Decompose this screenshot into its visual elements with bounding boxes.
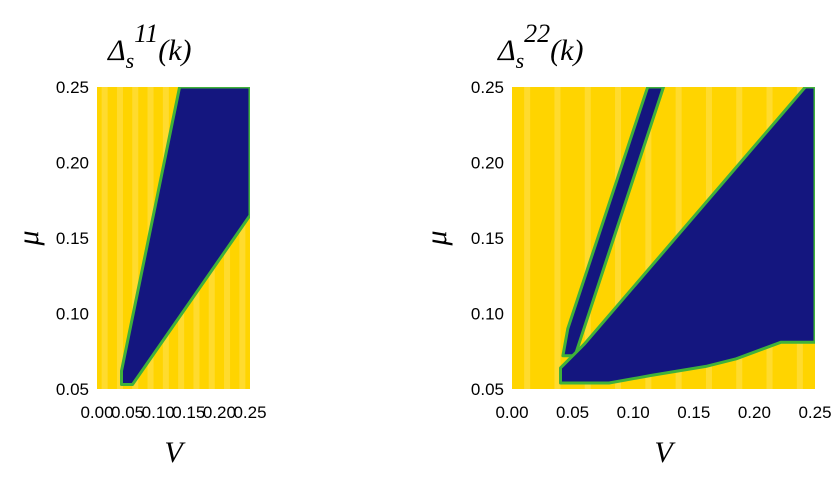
x-tick-label: 0.05 — [556, 403, 589, 422]
x-tick-label: 0.10 — [617, 403, 650, 422]
shade-band — [239, 87, 246, 389]
x-tick-label: 0.15 — [677, 403, 710, 422]
x-axis-label: V — [164, 436, 186, 469]
y-tick-label: 0.25 — [471, 78, 504, 97]
shade-band — [554, 87, 561, 389]
x-tick-label: 0.20 — [738, 403, 771, 422]
chart-title: Δs11(k) — [107, 19, 192, 73]
shade-band — [116, 87, 123, 389]
x-tick-label: 0.25 — [798, 403, 831, 422]
y-tick-label: 0.10 — [471, 305, 504, 324]
y-tick-label: 0.15 — [56, 229, 89, 248]
regions — [120, 87, 250, 386]
y-tick-label: 0.25 — [56, 78, 89, 97]
x-tick-label: 0.25 — [233, 403, 266, 422]
y-tick-label: 0.20 — [471, 154, 504, 173]
x-tick-label: 0.05 — [111, 403, 144, 422]
x-tick-label: 0.20 — [203, 403, 236, 422]
shade-band — [132, 87, 139, 389]
y-tick-label: 0.05 — [471, 380, 504, 399]
y-axis-label: μ — [420, 230, 453, 246]
regions — [559, 87, 815, 385]
y-tick-label: 0.20 — [56, 154, 89, 173]
x-tick-label: 0.00 — [495, 403, 528, 422]
y-tick-label: 0.15 — [471, 229, 504, 248]
dark-region — [559, 87, 815, 385]
x-axis-label: V — [654, 436, 676, 469]
shade-band — [645, 87, 652, 389]
y-axis-label: μ — [12, 230, 45, 246]
shade-band — [615, 87, 622, 389]
x-tick-label: 0.10 — [142, 403, 175, 422]
panel-2: 0.00 0.05 0.10 0.15 0.20 0.25 0.05 0.10 0.15 0.20… — [420, 19, 831, 469]
shade-band — [524, 87, 531, 389]
dark-region — [120, 87, 250, 386]
shade-band — [584, 87, 591, 389]
y-tick-label: 0.10 — [56, 305, 89, 324]
chart-title: Δs22(k) — [497, 19, 583, 73]
panel-1: 0.000.050.100.150.200.250.050.100.150.20… — [12, 19, 267, 469]
shade-band — [101, 87, 108, 389]
x-tick-label: 0.15 — [172, 403, 205, 422]
x-tick-label: 0.00 — [80, 403, 113, 422]
y-tick-label: 0.05 — [56, 380, 89, 399]
